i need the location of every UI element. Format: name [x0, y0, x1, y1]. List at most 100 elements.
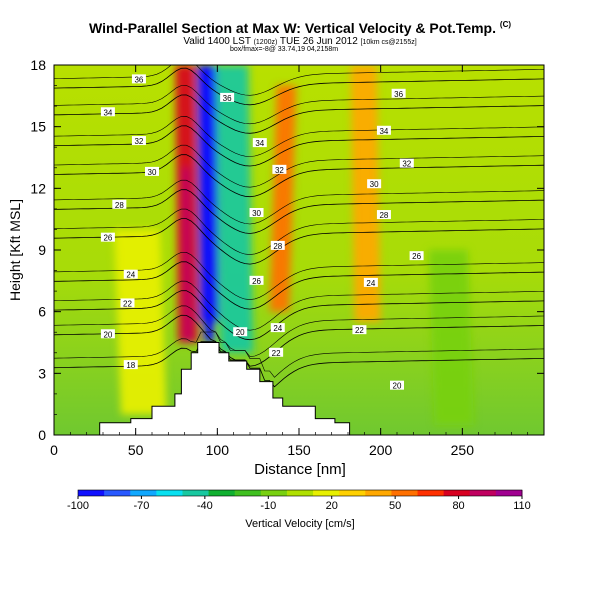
- colorbar-swatch: [495, 490, 523, 496]
- contour-label-bg: [269, 347, 284, 357]
- valid-time-source: [10km cs@2155z]: [360, 39, 417, 46]
- chart-title: Wind-Parallel Section at Max W: Vertical…: [0, 20, 600, 36]
- contour-label-bg: [112, 199, 127, 209]
- x-axis-label: Distance [nm]: [254, 461, 346, 478]
- terrain-profile: [54, 342, 544, 435]
- x-tick-label: 250: [451, 442, 475, 458]
- theta-contour-26: [54, 218, 544, 265]
- theta-contour-28: [54, 189, 544, 234]
- theta-contour-36: [54, 67, 544, 106]
- contour-label: 22: [123, 299, 132, 308]
- contour-label-bg: [376, 125, 391, 135]
- colorbar-swatch: [234, 490, 262, 496]
- vv-feature-4: [350, 65, 381, 322]
- theta-contour-minor-18: [54, 331, 544, 378]
- contour-label: 28: [115, 201, 124, 210]
- theta-contour-minor-32: [54, 115, 544, 157]
- colorbar-swatch: [417, 490, 445, 496]
- contour-label-bg: [220, 92, 235, 102]
- contour-label-bg: [391, 88, 406, 98]
- contour-label: 36: [134, 75, 143, 84]
- colorbar-swatch: [365, 490, 392, 496]
- contour-label: 22: [355, 326, 364, 335]
- contour-label: 30: [252, 209, 261, 218]
- colorbar-swatch: [156, 490, 183, 496]
- y-tick-label: 18: [30, 57, 46, 73]
- vv-core-1: [202, 65, 215, 342]
- contour-label-bg: [249, 275, 264, 285]
- colorbar-swatch: [469, 490, 497, 496]
- colorbar-tick-label: -10: [260, 500, 276, 512]
- contour-label: 28: [379, 211, 388, 220]
- contour-label-bg: [100, 107, 115, 117]
- contour-label: 26: [252, 277, 261, 286]
- x-tick-label: 150: [287, 442, 311, 458]
- y-axis-label: Height [Kft MSL]: [7, 199, 23, 301]
- colorbar-tick-label: 20: [326, 500, 338, 512]
- contour-label: 32: [275, 166, 284, 175]
- contour-label-bg: [390, 380, 404, 390]
- contour-label: 28: [273, 242, 282, 251]
- y-tick-label: 12: [30, 180, 46, 196]
- vv-feature-2: [215, 65, 254, 353]
- theta-contour-34: [54, 94, 544, 134]
- colorbar-tick-label: -70: [133, 500, 149, 512]
- contour-label-bg: [352, 325, 367, 335]
- contour-label: 32: [134, 137, 143, 146]
- colorbar-tick-label: 110: [513, 500, 531, 512]
- colorbar: -100 -70 -40 -10 20 50 80 110: [67, 489, 531, 512]
- contour-label-bg: [252, 138, 267, 148]
- valid-time-prefix: Valid 1400 LST: [183, 36, 251, 47]
- contour-label-bg: [367, 179, 382, 189]
- theta-contour-minor-26: [54, 208, 544, 255]
- theta-contour-minor-22: [54, 280, 544, 331]
- colorbar-swatch: [78, 490, 105, 496]
- contour-label-bg: [376, 210, 391, 220]
- contour-label: 34: [255, 139, 264, 148]
- colorbar-swatch: [313, 490, 340, 496]
- x-tick-label: 200: [369, 442, 393, 458]
- y-tick-label: 0: [38, 427, 46, 443]
- colorbar-swatch: [182, 490, 210, 496]
- vv-feature-6: [114, 229, 167, 415]
- contour-label: 20: [393, 382, 402, 391]
- contour-label: 34: [103, 108, 112, 117]
- x-tick-label: 100: [206, 442, 230, 458]
- contour-label-bg: [131, 136, 146, 146]
- theta-contour-minor-34: [54, 85, 544, 125]
- colorbar-tick-label: 80: [452, 500, 464, 512]
- valid-time-line: Valid 1400 LST (1200z) TUE 26 Jun 2012 […: [0, 36, 600, 47]
- colorbar-tick-label: -100: [67, 500, 89, 512]
- colorbar-swatch: [391, 490, 419, 496]
- contour-label-bg: [409, 251, 424, 261]
- colorbar-tick-label: -40: [197, 500, 213, 512]
- theta-contour-minor-20: [54, 305, 544, 358]
- contour-label: 26: [103, 234, 112, 243]
- contour-label: 24: [366, 279, 375, 288]
- vv-feature-3: [269, 85, 297, 312]
- valid-time-date: TUE 26 Jun 2012: [279, 36, 358, 47]
- colorbar-swatch: [443, 490, 471, 496]
- contour-label: 20: [103, 330, 112, 339]
- contour-label: 32: [402, 160, 411, 169]
- contour-label: 24: [126, 271, 135, 280]
- contour-label-bg: [270, 323, 285, 333]
- x-tick-label: 50: [128, 442, 144, 458]
- colorbar-swatch: [130, 490, 157, 496]
- contour-label-bg: [145, 166, 159, 176]
- colorbar-swatch: [208, 490, 236, 496]
- contour-label: 30: [370, 180, 379, 189]
- contour-label-bg: [249, 208, 264, 217]
- contour-label-bg: [363, 277, 378, 287]
- valid-time-utc: (1200z): [253, 39, 278, 46]
- colorbar-tick-label: 50: [389, 500, 401, 512]
- y-tick-label: 9: [38, 242, 46, 258]
- plot-area: 36 34 32 30 28 26 24 22 20 18 36 34 32 30 28 26 24 22 20 36…: [54, 65, 544, 435]
- contour-label-bg: [123, 360, 138, 370]
- contour-label-bg: [100, 232, 115, 242]
- contour-label-bg: [233, 327, 248, 337]
- theta-contour-minor-30: [54, 144, 544, 188]
- contour-label-bg: [123, 269, 138, 279]
- contour-label: 26: [412, 252, 421, 261]
